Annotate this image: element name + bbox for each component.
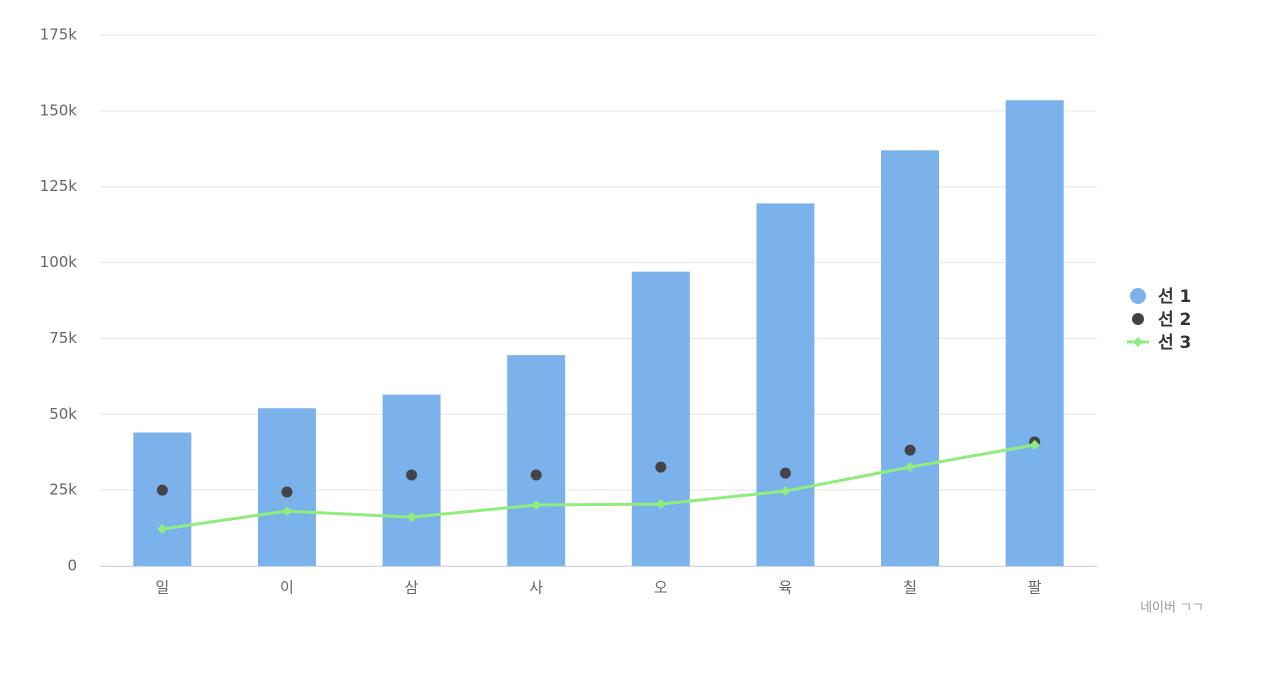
- y-tick-label: 0: [67, 557, 77, 575]
- y-tick-label: 125k: [40, 177, 78, 195]
- bar: [133, 432, 192, 566]
- legend-symbol: [1130, 288, 1146, 304]
- line-marker: [655, 499, 666, 510]
- line: [162, 443, 1035, 531]
- credits: 네이버 ㄱㄱ: [1140, 601, 1204, 616]
- x-tick-label: 사: [529, 579, 543, 597]
- x-tick-label: 이: [280, 579, 294, 597]
- bar: [756, 203, 815, 566]
- scatter-point: [156, 484, 168, 496]
- line-marker: [157, 523, 168, 534]
- x-tick-label: 팔: [1028, 579, 1042, 597]
- line-marker: [531, 500, 542, 511]
- y-tick-label: 50k: [49, 405, 77, 423]
- line-marker: [1029, 439, 1040, 450]
- bar: [881, 150, 940, 566]
- legend-symbol: [1132, 313, 1144, 325]
- scatter-point: [655, 461, 667, 473]
- y-tick-label: 100k: [40, 253, 78, 271]
- y-tick-label: 150k: [40, 101, 78, 119]
- line-marker: [905, 462, 916, 473]
- y-tick-label: 25k: [49, 481, 77, 499]
- scatter-point: [904, 444, 916, 456]
- legend-symbol: [1133, 337, 1143, 347]
- scatter-point: [779, 467, 791, 479]
- x-tick-label: 삼: [405, 579, 419, 597]
- bar: [631, 271, 690, 566]
- scatter-point: [406, 469, 418, 481]
- x-tick-label: 일: [155, 579, 169, 597]
- y-tick-label: 75k: [49, 329, 77, 347]
- bar: [1005, 100, 1064, 566]
- y-tick-label: 175k: [40, 26, 78, 44]
- x-tick-label: 육: [779, 579, 793, 597]
- line-marker: [406, 512, 417, 523]
- legend-label: 선 1: [1158, 287, 1191, 307]
- legend-label: 선 3: [1158, 333, 1191, 353]
- scatter-point: [281, 486, 293, 498]
- line-marker: [281, 506, 292, 517]
- x-tick-label: 칠: [903, 579, 917, 597]
- bar: [507, 355, 566, 566]
- legend-label: 선 2: [1158, 310, 1191, 330]
- x-tick-label: 오: [654, 579, 668, 597]
- line-marker: [780, 486, 791, 497]
- scatter-point: [530, 469, 542, 481]
